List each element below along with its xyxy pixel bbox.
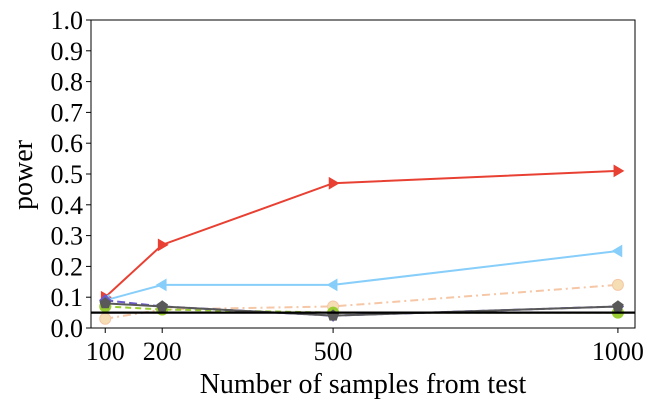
series-line [104,250,619,302]
y-tick-label: 1.0 [51,6,84,35]
series-line [104,169,618,298]
y-tick-label: 0.5 [51,160,84,189]
y-axis-title: power [8,139,39,210]
y-tick-label: 0.4 [51,191,84,220]
series-point [326,278,338,292]
series-point [157,238,169,252]
y-tick-label: 0.9 [51,37,84,66]
series-4 [98,244,623,307]
y-tick-label: 0.7 [51,98,84,127]
y-tick-label: 0.3 [51,222,84,251]
series-line [105,299,618,317]
series-point [155,278,167,292]
series-1 [99,278,624,325]
y-tick-label: 0.0 [51,314,84,343]
x-tick-label: 500 [314,337,353,366]
series-3 [100,164,625,304]
series-point [613,164,625,178]
y-tick-label: 0.2 [51,252,84,281]
series-line [105,302,618,317]
series-point [328,176,340,190]
series-point [611,278,624,291]
x-tick-label: 200 [143,337,182,366]
series-point [612,300,624,312]
series-point [99,297,112,309]
y-tick-label: 0.1 [51,283,84,312]
series-point [99,312,112,325]
series-point [611,244,623,258]
x-axis-title: Number of samples from test [200,369,527,400]
series-point [156,300,169,312]
x-tick-label: 100 [86,337,125,366]
y-tick-label: 0.6 [51,129,84,158]
x-tick-label: 1000 [592,337,644,366]
y-tick-label: 0.8 [51,68,84,97]
